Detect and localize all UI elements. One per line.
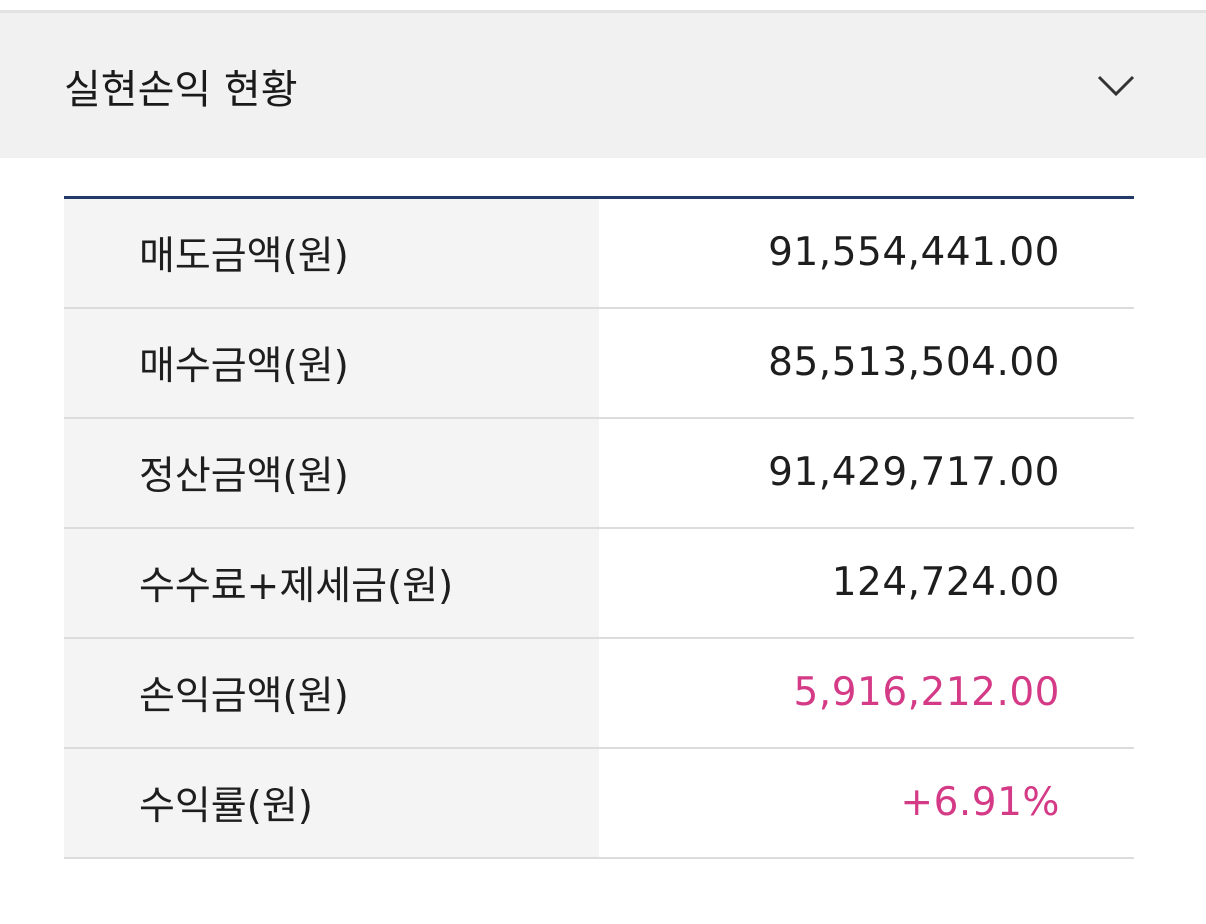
table-row: 매도금액(원) 91,554,441.00	[64, 197, 1134, 308]
row-value: 85,513,504.00	[768, 340, 1060, 385]
row-label: 수수료+제세금(원)	[64, 527, 599, 638]
profit-amount-value: 5,916,212.00	[793, 670, 1060, 715]
table-row: 정산금액(원) 91,429,717.00	[64, 417, 1134, 528]
table-row: 매수금액(원) 85,513,504.00	[64, 307, 1134, 418]
row-value: 91,429,717.00	[768, 450, 1060, 495]
table-row: 손익금액(원) 5,916,212.00	[64, 637, 1134, 748]
pnl-summary-table: 매도금액(원) 91,554,441.00 매수금액(원) 85,513,504…	[64, 196, 1134, 859]
return-rate-value: +6.91%	[900, 780, 1060, 825]
row-value: 91,554,441.00	[768, 230, 1060, 276]
chevron-down-icon[interactable]	[1096, 74, 1136, 98]
row-label: 수익률(원)	[64, 747, 599, 858]
row-label: 매수금액(원)	[64, 307, 599, 418]
table-row: 수수료+제세금(원) 124,724.00	[64, 527, 1134, 638]
top-divider	[0, 10, 1206, 13]
row-label: 매도금액(원)	[64, 197, 599, 308]
row-value: 124,724.00	[831, 560, 1060, 605]
table-row: 수익률(원) +6.91%	[64, 747, 1134, 858]
row-label: 정산금액(원)	[64, 417, 599, 528]
row-label: 손익금액(원)	[64, 637, 599, 748]
section-header[interactable]: 실현손익 현황	[0, 13, 1206, 158]
section-title: 실현손익 현황	[64, 66, 298, 113]
